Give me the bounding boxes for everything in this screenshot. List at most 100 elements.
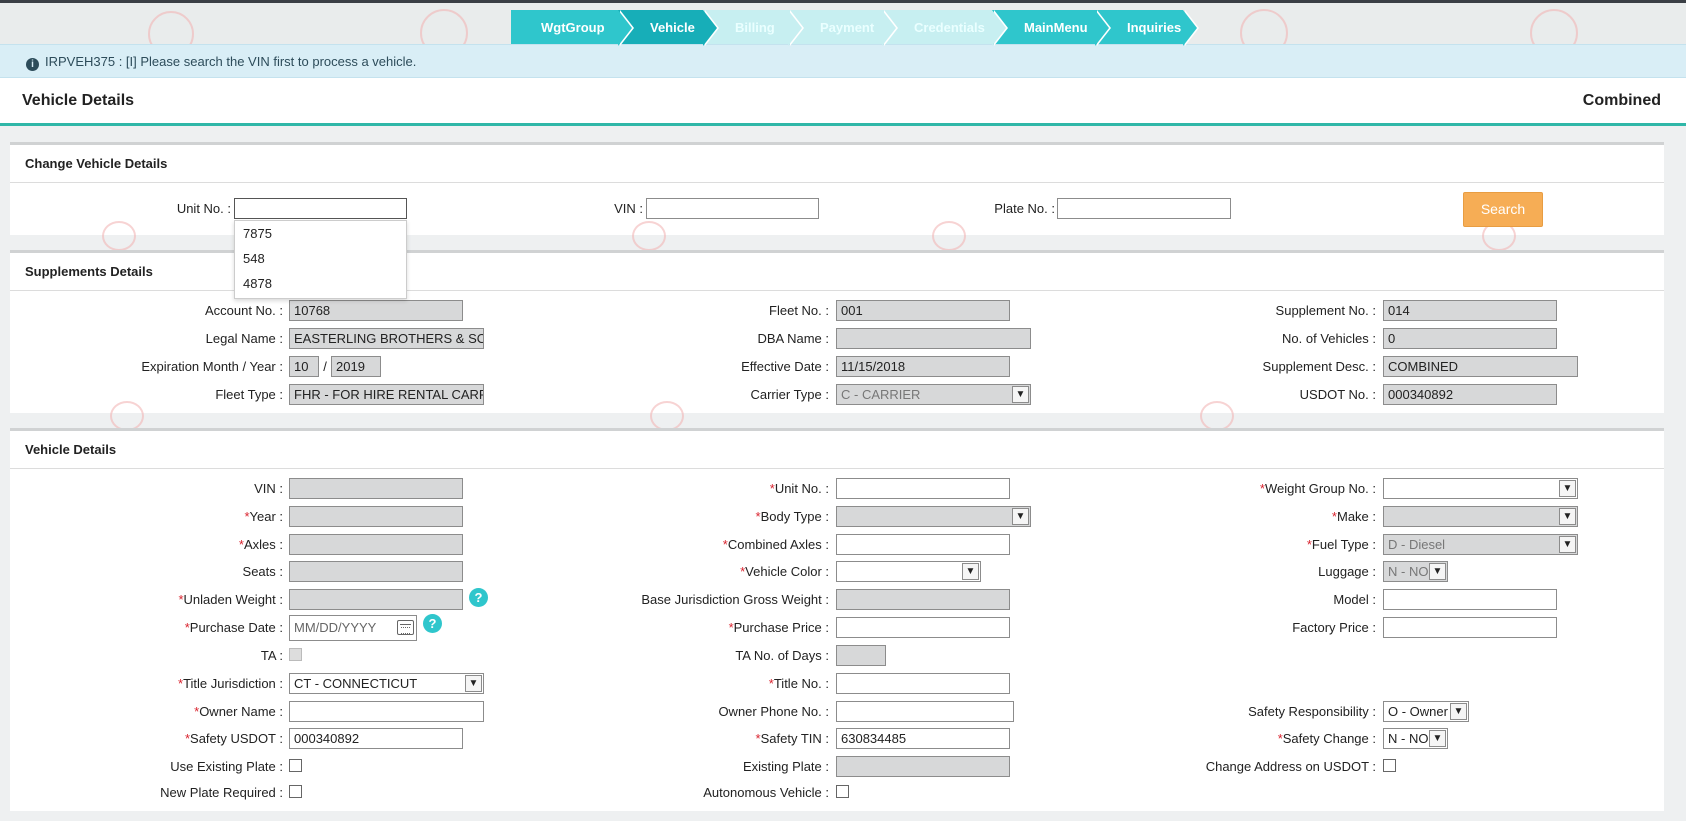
unit-no-suggestions: 7875 548 4878 [234,220,407,299]
plate-no-search-label: Plate No. : [994,201,1055,216]
vin-field [289,478,463,499]
safety-usdot-label: *Safety USDOT : [184,731,283,746]
suggestion-item[interactable]: 548 [243,251,265,266]
help-icon[interactable]: ? [423,614,442,633]
seats-field [289,561,463,582]
background-decoration [650,401,684,431]
unit-no-label-required: *Unit No. : [769,481,829,496]
ta-days-label: TA No. of Days : [735,648,829,663]
vehicle-color-select[interactable]: ▼ [836,561,981,582]
owner-name-input[interactable] [289,701,484,722]
supplement-desc-label: Supplement Desc. : [1262,359,1376,374]
vehicle-color-label: *Vehicle Color : [740,564,829,579]
axles-field [289,534,463,555]
vin-search-input[interactable] [646,198,819,219]
safety-tin-label: *Safety TIN : [755,731,829,746]
title-jurisdiction-label: *Title Jurisdiction : [178,676,283,691]
safety-responsibility-select[interactable]: O - Owner ▼ [1383,701,1469,722]
fleet-type-label: Fleet Type : [215,387,283,402]
no-of-vehicles-field: 0 [1383,328,1557,349]
background-decoration [102,221,136,251]
info-alert: i IRPVEH375 : [I] Please search the VIN f… [0,44,1686,78]
page-title: Vehicle Details [22,92,135,109]
help-icon[interactable]: ? [469,588,488,607]
background-decoration [1200,401,1234,431]
fuel-type-label: *Fuel Type : [1306,537,1376,552]
supplements-title: Supplements Details [10,253,1664,291]
unit-no-search-input[interactable] [234,198,407,219]
base-jurisdiction-weight-label: Base Jurisdiction Gross Weight : [641,592,829,607]
chevron-down-icon: ▼ [1012,386,1029,403]
page-header: Vehicle Details Combined [0,78,1686,126]
existing-plate-field [836,756,1010,777]
change-vehicle-panel: Change Vehicle Details [10,142,1664,251]
ta-label: TA : [260,648,283,663]
change-address-usdot-checkbox[interactable] [1383,759,1396,772]
suggestion-item[interactable]: 4878 [243,276,272,291]
combined-axles-label: *Combined Axles : [722,537,829,552]
model-input[interactable] [1383,589,1557,610]
info-circle-icon: i [26,58,39,71]
background-decoration [932,221,966,251]
suggestion-item[interactable]: 7875 [243,226,272,241]
use-existing-plate-checkbox[interactable] [289,759,302,772]
unladen-weight-field [289,589,463,610]
dba-name-field [836,328,1031,349]
carrier-type-label: Carrier Type : [750,387,829,402]
title-jurisdiction-select[interactable]: CT - CONNECTICUT ▼ [289,673,484,694]
ta-checkbox [289,648,302,661]
owner-phone-input[interactable] [836,701,1014,722]
axles-label: *Axles : [238,537,283,552]
purchase-price-label: *Purchase Price : [728,620,829,635]
expiration-month-field: 10 [289,356,319,377]
search-button[interactable]: Search [1463,192,1543,227]
supplement-no-field: 014 [1383,300,1557,321]
chevron-down-icon: ▼ [1012,508,1029,525]
unit-no-input[interactable] [836,478,1010,499]
wizard-step-wgtgroup[interactable]: WgtGroup [511,10,634,46]
carrier-type-select: C - CARRIER ▼ [836,384,1031,405]
purchase-price-input[interactable] [836,617,1010,638]
fuel-type-select: D - Diesel ▼ [1383,534,1578,555]
existing-plate-label: Existing Plate : [743,759,829,774]
chevron-down-icon: ▼ [962,563,979,580]
fleet-type-field: FHR - FOR HIRE RENTAL CARRIER [289,384,484,405]
top-bar: WgtGroup Vehicle Billing Payment Credent… [0,0,1686,57]
purchase-date-input[interactable]: MM/DD/YYYY [289,615,417,641]
base-jurisdiction-weight-field [836,589,1010,610]
luggage-label: Luggage : [1318,564,1376,579]
weight-group-select[interactable]: ▼ [1383,478,1578,499]
new-plate-required-checkbox[interactable] [289,785,302,798]
change-vehicle-title: Change Vehicle Details [10,145,1664,183]
plate-no-search-input[interactable] [1057,198,1231,219]
combined-axles-input[interactable] [836,534,1010,555]
account-no-label: Account No. : [204,303,283,318]
title-no-input[interactable] [836,673,1010,694]
wizard-steps: WgtGroup Vehicle Billing Payment Credent… [511,10,1199,46]
alert-message: IRPVEH375 : [I] Please search the VIN fi… [45,54,417,69]
safety-change-select[interactable]: N - NO ▼ [1383,728,1448,749]
supplement-no-label: Supplement No. : [1275,303,1376,318]
safety-usdot-input[interactable]: 000340892 [289,728,463,749]
change-address-usdot-label: Change Address on USDOT : [1205,759,1376,774]
safety-responsibility-label: Safety Responsibility : [1248,704,1376,719]
wizard-step-mainmenu[interactable]: MainMenu [992,10,1111,46]
usdot-no-field: 000340892 [1383,384,1557,405]
safety-tin-input[interactable]: 630834485 [836,728,1010,749]
chevron-down-icon: ▼ [1450,703,1467,720]
vehicle-details-title: Vehicle Details [10,431,1664,469]
usdot-no-label: USDOT No. : [1299,387,1376,402]
title-no-label: *Title No. : [768,676,829,691]
vin-search-label: VIN : [614,201,643,216]
factory-price-input[interactable] [1383,617,1557,638]
owner-phone-label: Owner Phone No. : [718,704,829,719]
unladen-weight-label: *Unladen Weight : [178,592,283,607]
calendar-icon[interactable] [397,620,414,635]
unit-no-label: Unit No. : [176,201,231,216]
fleet-no-field: 001 [836,300,1010,321]
account-no-field: 10768 [289,300,463,321]
legal-name-field: EASTERLING BROTHERS & SONS [289,328,484,349]
model-label: Model : [1333,592,1376,607]
autonomous-vehicle-checkbox[interactable] [836,785,849,798]
luggage-select: N - NO ▼ [1383,561,1448,582]
